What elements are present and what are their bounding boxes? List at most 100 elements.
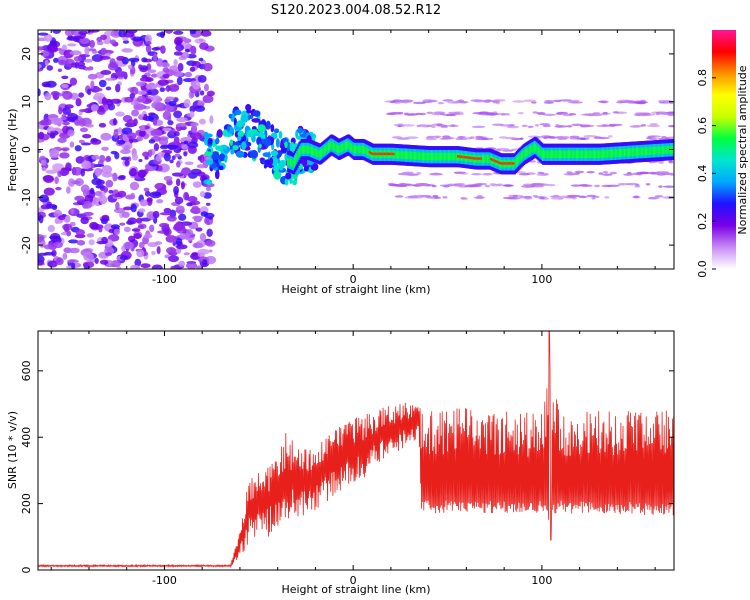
spectrogram-cell: [173, 51, 183, 56]
spectrogram-cell: [79, 109, 89, 113]
spectrogram-cell: [89, 187, 95, 195]
colorbar-tick-label: 0.4: [696, 165, 709, 183]
spectrogram-cell: [566, 171, 573, 174]
spectrogram-cell: [136, 249, 145, 258]
spectrogram-cell: [256, 136, 262, 146]
spectrogram-cell: [208, 249, 213, 253]
spectrogram-cell: [143, 113, 148, 121]
spectrogram-cell: [237, 136, 242, 141]
spectrogram-cell: [66, 186, 71, 194]
spectrogram-cell: [80, 54, 91, 58]
spectrogram-cell: [483, 173, 494, 176]
snr-x-label: Height of straight line (km): [281, 583, 430, 596]
spectrogram-cell: [87, 88, 92, 96]
spectrogram-cell: [432, 194, 439, 198]
spectrogram-cell: [147, 88, 159, 96]
spectrogram-cell: [136, 95, 147, 103]
spectrogram-cell: [151, 47, 161, 51]
spectrogram-cell: [176, 116, 188, 123]
spectrogram-cell: [667, 124, 674, 128]
spectrogram-cell: [83, 200, 92, 209]
spectrogram-cell: [80, 216, 89, 225]
spectrogram-cell: [93, 163, 105, 168]
spectrogram-cell: [162, 73, 170, 79]
spectrogram-cell: [539, 197, 545, 200]
spectrogram-cell: [132, 36, 143, 42]
spectrogram-cell: [639, 171, 650, 175]
spectrogram-cell: [136, 136, 144, 142]
spectrogram-cell: [43, 175, 55, 183]
spectrogram-cell: [176, 76, 183, 86]
spectrogram-cell: [226, 125, 230, 133]
spectrogram-cell: [237, 130, 245, 138]
spectrogram-cell: [457, 135, 466, 139]
spectrogram-cell: [216, 129, 223, 138]
spectrogram-cell: [98, 226, 103, 233]
spectrogram-cell: [101, 214, 110, 221]
spectrogram-cell: [634, 185, 641, 188]
spectrogram-cell: [592, 113, 603, 117]
spectrogram-cell: [215, 138, 220, 144]
spectrogram-cell: [85, 123, 94, 128]
snr-panel: -100 0 100 0 200 400 600 Height of straight li…: [6, 330, 675, 596]
spectrogram-cell: [139, 125, 146, 132]
spectrogram-cell: [40, 118, 53, 126]
spectrogram-cell: [629, 125, 641, 128]
spectrogram-cell: [415, 183, 428, 186]
spectrogram-cell: [544, 99, 554, 103]
spectrogram-cell: [64, 216, 70, 223]
spectrogram-cell: [205, 133, 213, 138]
spectrogram-cell: [190, 132, 203, 140]
spectrogram-cell: [147, 69, 157, 73]
spectrogram-cell: [91, 154, 100, 160]
spectrogram-cell: [167, 71, 178, 75]
spectrogram-cell: [203, 62, 213, 72]
spectrogram-cell: [532, 111, 538, 114]
spectrogram-cell: [95, 184, 106, 189]
spectrogram-cell: [146, 63, 152, 71]
spectrogram-cell: [403, 101, 409, 104]
spectrogram-cell: [415, 112, 423, 116]
spectrogram-x-tick-label: 100: [531, 273, 552, 286]
spectrogram-cell: [144, 190, 151, 197]
spectrogram-cell: [54, 176, 59, 185]
colorbar-tick-label: 0.8: [696, 69, 709, 87]
spectrogram-cell: [184, 71, 193, 78]
spectrogram-cell: [230, 148, 235, 155]
spectrogram-cell: [566, 125, 573, 128]
spectrogram-cell: [634, 101, 648, 104]
spectrogram-cell: [152, 117, 158, 126]
spectrogram-cell: [273, 170, 282, 180]
spectrogram-cell: [112, 118, 117, 126]
spectrogram-cell: [137, 223, 147, 230]
spectrogram-x-tick-label: 0: [350, 273, 357, 286]
spectrogram-cell: [618, 183, 625, 186]
spectrogram-cell: [258, 143, 262, 149]
spectrogram-cell: [531, 101, 537, 104]
spectrogram-cell: [634, 112, 648, 115]
spectrogram-cell: [69, 141, 75, 148]
spectrogram-cell: [130, 203, 137, 213]
spectrogram-cell: [129, 168, 137, 177]
spectrogram-cell: [523, 99, 536, 102]
spectrogram-cell: [149, 191, 162, 199]
spectrogram-cell: [199, 118, 206, 125]
spectrogram-cell: [199, 42, 209, 50]
spectrogram-cell: [46, 65, 54, 71]
spectrogram-cell: [131, 228, 141, 232]
spectrogram-cell: [601, 184, 613, 188]
spectrogram-cell: [164, 254, 170, 259]
spectrogram-cell: [662, 185, 674, 188]
spectrogram-cell: [218, 153, 226, 162]
spectrogram-cell: [139, 67, 148, 73]
spectrogram-cell: [89, 221, 99, 230]
spectrogram-cell: [163, 152, 171, 162]
spectrogram-cell: [139, 76, 152, 82]
spectrogram-cell: [137, 169, 147, 178]
spectrogram-cell: [471, 173, 482, 176]
spectrogram-cell: [158, 222, 170, 228]
spectrogram-cell: [473, 196, 486, 199]
spectrogram-cell: [61, 83, 69, 88]
spectrogram-cell: [151, 264, 163, 269]
spectrogram-cell: [68, 178, 75, 187]
